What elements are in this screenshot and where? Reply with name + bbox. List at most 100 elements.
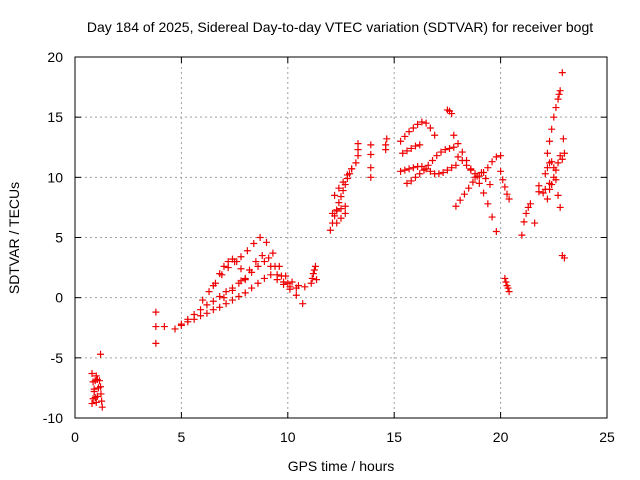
- data-point: [197, 312, 205, 320]
- y-tick-label: 15: [47, 109, 63, 125]
- data-point: [237, 265, 245, 273]
- y-axis-label: SDTVAR / TECUs: [6, 182, 22, 294]
- data-point: [409, 164, 417, 172]
- data-point: [273, 271, 281, 279]
- data-point: [307, 279, 315, 287]
- data-point: [501, 274, 509, 282]
- data-point: [222, 300, 230, 308]
- data-point: [456, 196, 464, 204]
- data-point: [443, 166, 451, 174]
- data-point: [535, 188, 543, 196]
- plot-frame: [74, 56, 608, 419]
- data-point: [337, 193, 345, 201]
- data-point: [556, 87, 564, 95]
- data-point: [216, 303, 224, 311]
- data-point: [98, 397, 106, 405]
- data-point: [448, 110, 456, 118]
- data-point: [258, 252, 266, 260]
- data-point: [367, 141, 375, 149]
- data-point: [260, 274, 268, 282]
- data-point: [543, 164, 551, 172]
- data-point: [454, 140, 462, 148]
- data-point: [89, 395, 97, 403]
- data-point: [437, 148, 445, 156]
- data-point: [405, 165, 413, 173]
- data-point: [403, 179, 411, 187]
- data-point: [224, 258, 232, 266]
- series-band-12h-upper: [331, 159, 360, 199]
- series-sparse-4h: [152, 308, 168, 347]
- series-early-cluster-c: [95, 377, 106, 411]
- data-point: [339, 178, 347, 186]
- series-slot-11h: [307, 262, 321, 287]
- data-point: [277, 272, 285, 280]
- data-point: [367, 164, 375, 172]
- data-point: [216, 292, 224, 300]
- data-point: [248, 284, 256, 292]
- x-tick-label: 5: [178, 429, 186, 445]
- series-band-12h-low: [333, 209, 349, 227]
- series-scatter-22h: [535, 179, 554, 203]
- series-cross-a: [450, 131, 500, 235]
- series-early-cluster-b: [88, 372, 101, 408]
- data-point: [543, 195, 551, 203]
- data-point: [90, 385, 98, 393]
- data-point: [222, 288, 230, 296]
- series-drop-20h: [501, 274, 513, 296]
- data-point: [335, 184, 343, 192]
- data-point: [546, 185, 554, 193]
- data-point: [535, 182, 543, 190]
- y-tick-label: 5: [55, 230, 63, 246]
- data-point: [333, 207, 341, 215]
- data-point: [267, 271, 275, 279]
- data-point: [418, 118, 426, 126]
- series-hump-16h-d: [399, 141, 424, 157]
- data-point: [429, 156, 437, 164]
- data-point: [299, 300, 307, 308]
- data-point: [446, 144, 454, 152]
- data-point: [93, 392, 101, 400]
- y-tick-labels: -10 -5 0 5 10 15 20: [43, 49, 63, 426]
- data-point: [465, 184, 473, 192]
- data-point: [504, 284, 512, 292]
- data-point: [205, 288, 213, 296]
- data-point: [405, 128, 413, 136]
- data-point: [411, 142, 419, 150]
- data-point: [422, 119, 430, 127]
- data-point: [252, 258, 260, 266]
- data-point: [203, 309, 211, 317]
- data-point: [220, 262, 228, 270]
- y-tick-label: 0: [55, 290, 63, 306]
- data-point: [326, 226, 334, 234]
- data-point: [177, 320, 185, 328]
- series-spikes-14h: [354, 135, 391, 181]
- data-point: [555, 90, 563, 98]
- data-point: [152, 323, 160, 331]
- data-point: [301, 283, 309, 291]
- data-point: [243, 247, 251, 255]
- data-point: [492, 153, 500, 161]
- series-hump-16h-c: [403, 143, 458, 187]
- data-point: [254, 279, 262, 287]
- data-point: [458, 148, 466, 156]
- data-point: [524, 203, 532, 211]
- data-point: [484, 200, 492, 208]
- data-point: [454, 153, 462, 161]
- data-point: [520, 218, 528, 226]
- data-point: [554, 95, 562, 103]
- data-point: [433, 152, 441, 160]
- data-point: [309, 270, 317, 278]
- data-point: [546, 137, 554, 145]
- data-point: [98, 403, 106, 411]
- data-point: [556, 152, 564, 160]
- data-point: [228, 296, 236, 304]
- data-point: [550, 113, 558, 121]
- data-point: [548, 181, 556, 189]
- data-point: [452, 161, 460, 169]
- data-point: [403, 147, 411, 155]
- x-tick-label: 10: [280, 429, 296, 445]
- data-point: [484, 164, 492, 172]
- data-point: [499, 176, 507, 184]
- data-point: [448, 164, 456, 172]
